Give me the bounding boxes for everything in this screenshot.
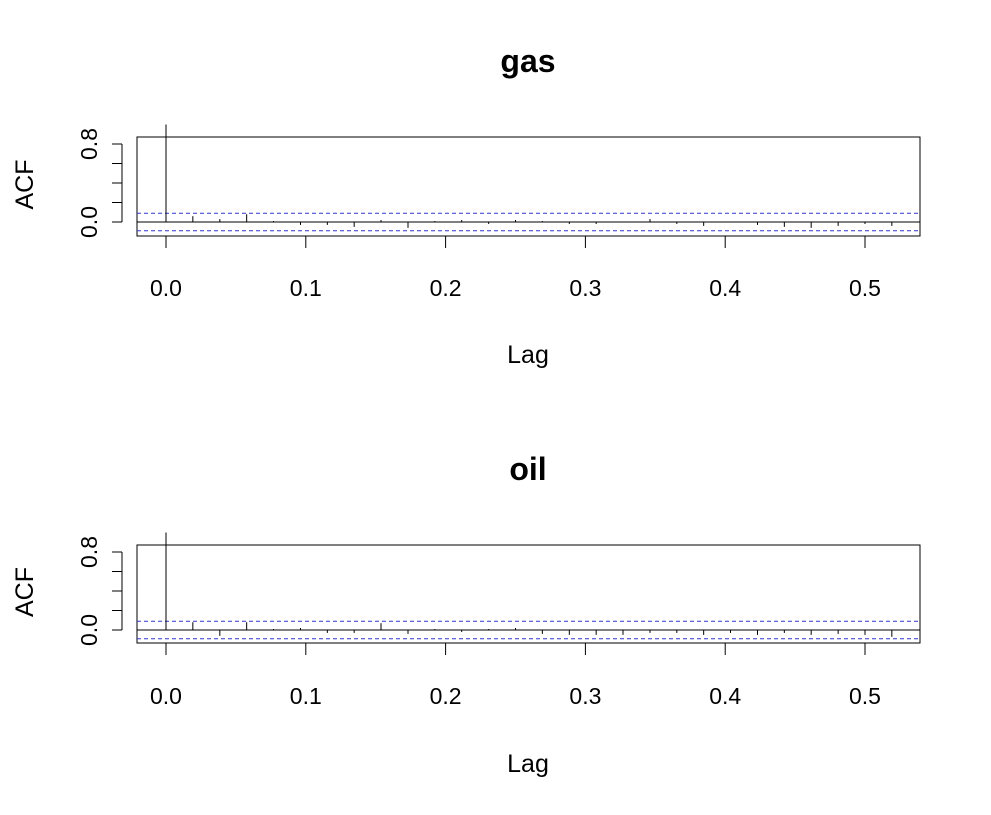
x-tick-label: 0.0 — [150, 683, 182, 709]
y-tick-label: 0.8 — [76, 128, 102, 160]
y-tick-label: 0.0 — [76, 614, 102, 646]
x-tick-label: 0.4 — [709, 683, 741, 709]
y-axis-label: ACF — [11, 567, 39, 617]
plot-frame — [136, 544, 921, 644]
x-axis-label: Lag — [507, 341, 549, 369]
x-axis-label: Lag — [507, 750, 549, 778]
x-tick-label: 0.1 — [290, 275, 322, 301]
x-tick-label: 0.5 — [849, 275, 881, 301]
y-axis-label: ACF — [11, 160, 39, 210]
x-tick-label: 0.2 — [430, 275, 462, 301]
plot-frame — [136, 136, 921, 237]
y-tick-label: 0.8 — [76, 536, 102, 568]
x-tick-label: 0.1 — [290, 683, 322, 709]
x-tick-label: 0.3 — [569, 275, 601, 301]
chart-title-oil: oil — [509, 451, 546, 487]
y-tick-label: 0.0 — [76, 206, 102, 238]
x-tick-label: 0.2 — [430, 683, 462, 709]
x-tick-label: 0.4 — [709, 275, 741, 301]
x-tick-label: 0.5 — [849, 683, 881, 709]
x-tick-label: 0.3 — [569, 683, 601, 709]
chart-title-gas: gas — [500, 43, 555, 79]
acf-panel-gas: gas 0.0 0.1 0.2 0.3 0.4 0.5 0.0 0.8 Lag ACF — [11, 43, 921, 369]
x-tick-label: 0.0 — [150, 275, 182, 301]
acf-panel-oil: oil 0.0 0.1 0.2 0.3 0.4 0.5 0.0 0.8 Lag ACF — [11, 451, 921, 778]
